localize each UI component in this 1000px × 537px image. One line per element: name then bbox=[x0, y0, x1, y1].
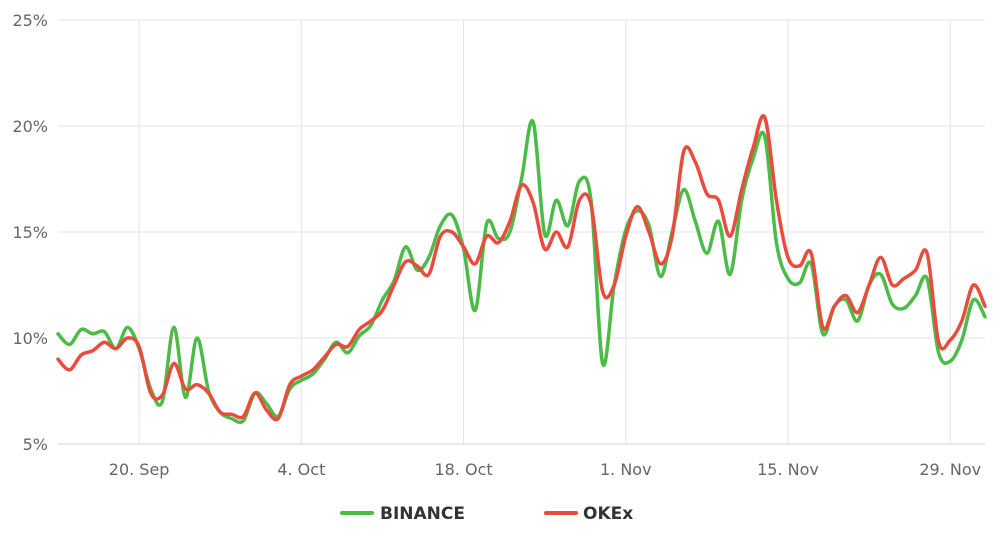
y-tick-label: 10% bbox=[12, 329, 48, 348]
legend-item-okex[interactable]: OKEx bbox=[544, 504, 633, 524]
x-tick-label: 29. Nov bbox=[919, 460, 981, 479]
legend-item-binance[interactable]: BINANCE bbox=[340, 504, 465, 524]
y-tick-label: 20% bbox=[12, 117, 48, 136]
series-lines bbox=[56, 114, 987, 425]
x-axis: 20. Sep 4. Oct 18. Oct 1. Nov 15. Nov 29. Nov bbox=[58, 443, 985, 479]
x-tick-label: 4. Oct bbox=[277, 460, 325, 479]
x-tick-label: 15. Nov bbox=[757, 460, 819, 479]
legend-label-okex: OKEx bbox=[583, 504, 633, 524]
x-tick-label: 1. Nov bbox=[600, 460, 652, 479]
gridlines bbox=[58, 19, 985, 445]
legend-label-binance: BINANCE bbox=[380, 504, 465, 524]
x-tick-label: 18. Oct bbox=[434, 460, 492, 479]
series-line-okex[interactable] bbox=[56, 114, 987, 422]
y-tick-label: 5% bbox=[23, 435, 48, 454]
y-tick-label: 15% bbox=[12, 223, 48, 242]
legend: BINANCE OKEx bbox=[340, 504, 633, 524]
y-tick-label: 25% bbox=[12, 11, 48, 30]
x-tick-label: 20. Sep bbox=[109, 460, 170, 479]
y-axis: 5% 10% 15% 20% 25% bbox=[12, 11, 48, 454]
series-line-binance[interactable] bbox=[56, 118, 987, 425]
